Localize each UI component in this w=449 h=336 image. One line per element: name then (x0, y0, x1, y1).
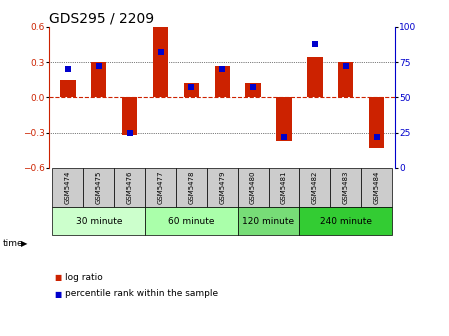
Point (64, 67, 71, 72)
Text: time: time (2, 239, 23, 248)
Text: GSM5477: GSM5477 (158, 171, 163, 205)
Text: GSM5479: GSM5479 (219, 171, 225, 205)
Bar (114, 168, 145, 207)
Bar (91, 62, 106, 97)
Text: GSM5482: GSM5482 (312, 171, 318, 204)
Bar (184, 83, 199, 97)
Bar (60, 80, 75, 97)
Bar (338, 62, 353, 97)
Text: GSM5476: GSM5476 (127, 171, 132, 205)
Text: GSM5478: GSM5478 (189, 171, 194, 205)
Bar (145, 207, 238, 235)
Bar (53, 207, 145, 235)
Bar (84, 168, 114, 207)
Bar (215, 66, 230, 97)
Bar (238, 168, 269, 207)
Point (188, 85, 195, 90)
Text: GSM5483: GSM5483 (343, 171, 349, 205)
Text: GSM5484: GSM5484 (374, 171, 379, 204)
Bar (207, 168, 238, 207)
Text: GSM5480: GSM5480 (250, 171, 256, 205)
Bar (238, 207, 299, 235)
Text: percentile rank within the sample: percentile rank within the sample (65, 290, 218, 298)
Text: 30 minute: 30 minute (75, 217, 122, 225)
Text: ▶: ▶ (21, 239, 27, 248)
Point (342, 64, 349, 69)
Bar (307, 57, 322, 97)
Text: GDS295 / 2209: GDS295 / 2209 (49, 12, 154, 26)
Bar (330, 168, 361, 207)
Point (280, 134, 287, 139)
Text: GSM5481: GSM5481 (281, 171, 287, 205)
Bar (145, 168, 176, 207)
Bar (299, 207, 392, 235)
Point (219, 67, 226, 72)
Bar (269, 168, 299, 207)
Text: ■: ■ (54, 290, 61, 298)
Bar (122, 97, 137, 135)
Point (126, 130, 133, 135)
Text: 120 minute: 120 minute (242, 217, 295, 225)
Text: 60 minute: 60 minute (168, 217, 215, 225)
Bar (299, 168, 330, 207)
Text: ■: ■ (54, 273, 61, 282)
Point (373, 134, 380, 139)
Point (311, 41, 318, 46)
Bar (176, 168, 207, 207)
Point (95, 64, 102, 69)
Point (250, 85, 257, 90)
Text: GSM5474: GSM5474 (65, 171, 71, 204)
Text: log ratio: log ratio (65, 273, 103, 282)
Point (157, 50, 164, 55)
Bar (53, 168, 84, 207)
Bar (276, 97, 292, 141)
Text: GSM5475: GSM5475 (96, 171, 102, 204)
Bar (369, 97, 384, 148)
Bar (361, 168, 392, 207)
Bar (246, 83, 261, 97)
Text: 240 minute: 240 minute (320, 217, 372, 225)
Bar (153, 27, 168, 97)
